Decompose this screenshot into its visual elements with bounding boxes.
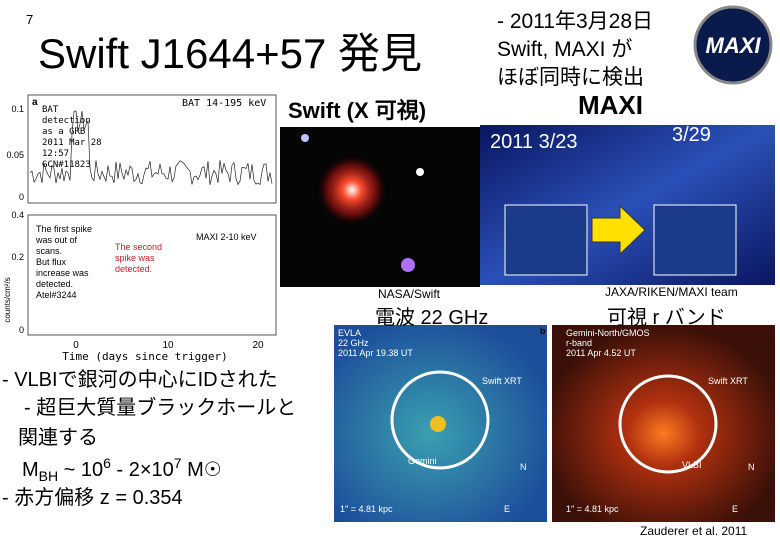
- note-line: GCN#11823: [42, 160, 91, 170]
- logo: [693, 5, 773, 85]
- x-axis-label: Time (days since trigger): [62, 350, 228, 363]
- plot-frame: [27, 94, 277, 204]
- formula-part: M☉: [182, 459, 222, 481]
- plot-frame: [27, 214, 277, 336]
- bullet: - 赤方偏移 z = 0.354: [2, 486, 183, 509]
- citation: Zauderer et al. 2011: [640, 524, 748, 538]
- summary-line: - 2011年3月28日: [497, 10, 653, 33]
- summary-line: ほぼ同時に検出: [497, 66, 644, 89]
- source-glow: [316, 154, 388, 226]
- logo-text: MAXI: [706, 33, 762, 58]
- formula-part: M: [22, 459, 39, 481]
- image-caption: 2011 Apr 19.38 UT: [338, 348, 413, 358]
- note-line: The second: [115, 242, 162, 252]
- note-line: Atel#3244: [36, 290, 77, 300]
- xrt-circle: [390, 370, 490, 470]
- credit: NASA/Swift: [378, 287, 441, 301]
- y-tick-label: 0.2: [11, 252, 24, 262]
- image-caption: Gemini-North/GMOS: [566, 328, 650, 338]
- optical-image: [552, 325, 775, 522]
- compass: N: [520, 462, 527, 472]
- note-line: detected.: [115, 264, 152, 274]
- formula-part: - 2×10: [111, 459, 174, 481]
- note-line: BAT: [42, 105, 59, 115]
- title: Swift J1644+57 発見: [38, 30, 422, 77]
- panel-heading: 電波 22 GHz: [375, 306, 488, 329]
- formula-part: 6: [103, 455, 111, 471]
- formula-part: 7: [174, 455, 182, 471]
- bullet: - VLBIで銀河の中心にIDされた: [2, 368, 278, 391]
- note-line: as a GRB: [42, 127, 85, 137]
- date-label: 3/29: [672, 124, 711, 146]
- zoom-box: [653, 204, 737, 276]
- compass: N: [748, 462, 755, 472]
- image-caption: Swift XRT: [482, 376, 522, 386]
- band-label: MAXI 2-10 keV: [196, 232, 257, 242]
- note-line: spike was: [115, 253, 155, 263]
- note-line: was out of: [35, 235, 78, 245]
- x-tick-label: 20: [252, 340, 264, 351]
- compass: E: [732, 504, 738, 514]
- formula-part: ~ 10: [58, 459, 103, 481]
- bullet: 関連する: [18, 426, 98, 449]
- note-line: scans.: [36, 246, 62, 256]
- band-label: BAT 14-195 keV: [182, 98, 266, 109]
- panel-label: MAXI: [578, 90, 643, 120]
- note-line: increase was: [36, 268, 89, 278]
- slide-number: 7: [26, 12, 33, 27]
- xrt-circle: [618, 374, 718, 474]
- mass-formula: MBH ~ 106 - 2×107 M☉: [22, 455, 222, 484]
- y-tick-label: 0: [19, 325, 24, 335]
- y-tick-label: 0.1: [11, 104, 24, 114]
- note-line: But flux: [36, 257, 67, 267]
- image-caption: Swift XRT: [708, 376, 748, 386]
- note-line: detected.: [36, 279, 73, 289]
- image-caption: r-band: [566, 338, 592, 348]
- panel-heading: 可視 r バンド: [607, 306, 726, 329]
- radio-source: [430, 416, 446, 432]
- star: [401, 258, 415, 272]
- y-tick-label: 0.05: [6, 150, 24, 160]
- star: [301, 134, 309, 142]
- y-tick-label: 0: [19, 192, 24, 202]
- bullet: - 超巨大質量ブラックホールと: [24, 395, 296, 419]
- y-tick-label: 0.4: [11, 210, 24, 220]
- note-line: detection: [42, 116, 91, 126]
- credit: JAXA/RIKEN/MAXI team: [605, 285, 738, 299]
- scale-label: 1″ = 4.81 kpc: [566, 504, 619, 514]
- note-line: The first spike: [36, 224, 92, 234]
- formula-part: BH: [39, 468, 58, 484]
- image-caption: VLBI: [682, 460, 702, 470]
- note-line: 12:57: [42, 149, 69, 159]
- image-caption: EVLA: [338, 328, 361, 338]
- image-caption: 2011 Apr 4.52 UT: [566, 348, 636, 358]
- image-caption: Gemini: [408, 456, 437, 466]
- panel-label: Swift (X 可視): [288, 98, 426, 123]
- y-axis-label: counts/cm²/s: [3, 277, 12, 322]
- star: [416, 168, 424, 176]
- panel-letter: a: [32, 97, 38, 108]
- image-caption: 22 GHz: [338, 338, 369, 348]
- panel-letter: b: [540, 326, 546, 336]
- arrow: [591, 204, 646, 256]
- date-label: 2011 3/23: [490, 131, 578, 153]
- scale-label: 1″ = 4.81 kpc: [340, 504, 393, 514]
- trace: [29, 110, 273, 186]
- x-tick-label: 10: [162, 340, 174, 351]
- summary-line: Swift, MAXI が: [497, 38, 632, 61]
- zoom-box: [504, 204, 588, 276]
- x-tick-label: 0: [73, 340, 79, 351]
- compass: E: [504, 504, 510, 514]
